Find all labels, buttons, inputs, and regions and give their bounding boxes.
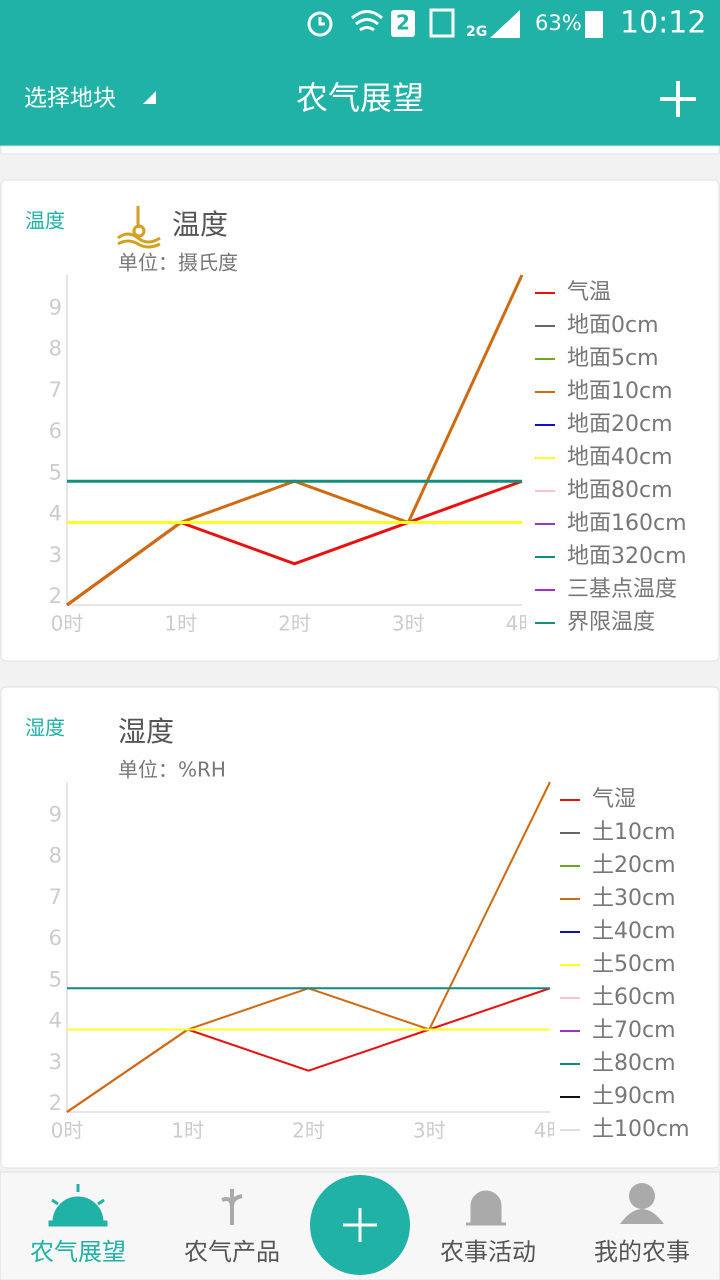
chart-title: 湿度 [118,715,174,748]
x-labels: 0时 1时 2时 3时 4时 [51,1119,567,1143]
y-tick-label: 7 [49,378,62,402]
legend-label: 土60cm [592,985,676,1010]
y-tick-label: 2 [49,584,62,608]
legend-label: 土30cm [592,886,676,911]
legend-label: 土40cm [592,919,676,944]
chart-subtitle: 单位：摄氏度 [118,251,238,275]
sim-badge [391,10,415,37]
y-tick-label: 4 [49,502,62,526]
y-tick-label: 3 [49,543,62,567]
chart-title: 温度 [172,208,228,241]
x-tick-label: 3时 [392,612,425,636]
y-tick-label: 5 [49,460,62,484]
card [0,179,720,662]
legend-label: 地面40cm [567,445,673,470]
y-tick-label: 2 [49,1091,62,1115]
clock: 10:12 [620,6,706,41]
fab-plus[interactable] [343,1208,377,1242]
y-tick-label: 6 [49,419,62,443]
card-tag: 湿度 [25,716,65,740]
nav-icons [48,1183,664,1227]
x-tick-label: 3时 [413,1119,446,1143]
x-tick-label: 1时 [164,612,197,636]
y-tick-label: 9 [49,802,62,826]
legend-label: 土50cm [592,952,676,977]
y-tick-label: 9 [49,295,62,319]
legend-label: 土10cm [592,820,676,845]
x-labels: 0时 1时 2时 3时 4时 [51,612,539,636]
battery-level: 63% [535,11,582,35]
legend-label: 土80cm [592,1051,676,1076]
legend-label: 土90cm [592,1084,676,1109]
legend-label: 地面20cm [567,412,673,437]
y-tick-label: 7 [49,885,62,909]
signal [490,10,520,38]
y-tick-label: 4 [49,1009,62,1033]
y-tick-label: 8 [49,337,62,361]
card-stub [0,145,720,155]
chart-subtitle: 单位：%RH [118,758,226,782]
card-tag: 温度 [25,209,65,233]
plot-selector[interactable]: 选择地块 [24,86,116,112]
x-tick-label: 0时 [51,612,84,636]
add-button[interactable] [660,81,696,117]
x-tick-label: 4时 [534,1119,567,1143]
nav-label[interactable]: 农气产品 [184,1238,280,1266]
legend-label: 土20cm [592,853,676,878]
legend-label: 气温 [567,280,611,305]
dropdown-arrow[interactable] [143,91,156,104]
legend-label: 土70cm [592,1018,676,1043]
battery [585,11,603,38]
thermometer-icon [117,206,161,249]
y-tick-label: 5 [49,967,62,991]
legend-label: 地面0cm [567,313,659,338]
y-tick-label: 6 [49,926,62,950]
legend-label: 土100cm [592,1117,690,1142]
sim-number: 2 [396,11,410,35]
nav-label[interactable]: 我的农事 [594,1238,690,1266]
legend-label: 三基点温度 [567,577,677,602]
app-title: 农气展望 [296,79,424,117]
legend-label: 地面5cm [567,346,659,371]
x-tick-label: 1时 [171,1119,204,1143]
legend-label: 地面10cm [567,379,673,404]
nav-label[interactable]: 农气展望 [30,1238,126,1266]
legend-label: 气湿 [592,787,636,812]
status-icons [307,8,455,38]
nav-label[interactable]: 农事活动 [440,1238,536,1266]
x-tick-label: 2时 [292,1119,325,1143]
legend-label: 地面320cm [567,544,687,569]
y-tick-label: 3 [49,1050,62,1074]
legend-label: 地面80cm [567,478,673,503]
card [0,686,720,1169]
network: 2G [466,24,487,40]
x-tick-label: 4时 [506,612,539,636]
x-tick-label: 2时 [278,612,311,636]
legend-label: 地面160cm [567,511,687,536]
y-tick-label: 8 [49,844,62,868]
x-tick-label: 0时 [51,1119,84,1143]
legend-label: 界限温度 [567,610,655,635]
